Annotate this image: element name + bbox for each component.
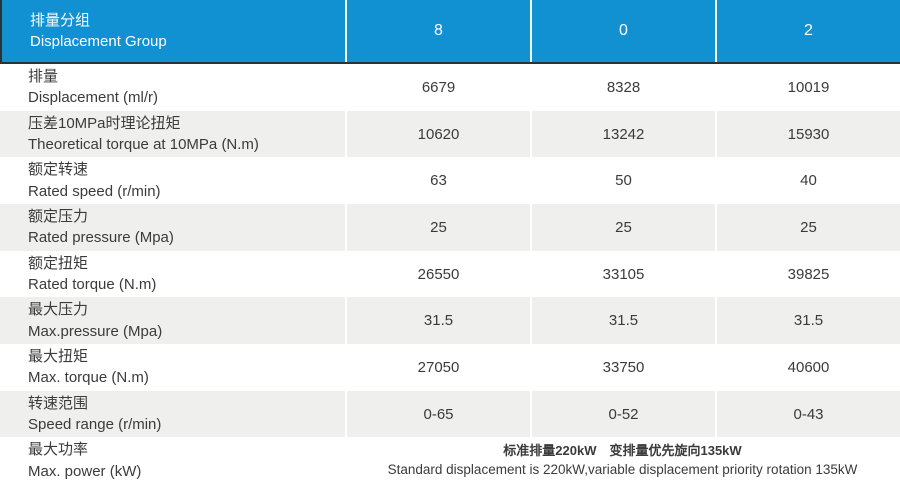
row-label-cell: 排量 Displacement (ml/r) [0,64,345,111]
value-cell: 10019 [715,64,900,111]
value-cell: 31.5 [530,297,715,345]
row-label-zh: 转速范围 [28,394,89,412]
row-label-en: Rated pressure (Mpa) [28,229,174,247]
header-label-cell: 排量分组 Displacement Group [2,0,345,62]
row-label-cell: 额定压力 Rated pressure (Mpa) [0,204,345,251]
value-cell: 33105 [530,250,715,298]
max-power-note-zh: 标准排量220kW 变排量优先旋向135kW [503,442,742,458]
row-label-en: Rated torque (N.m) [28,276,157,294]
row-label-zh: 额定转速 [28,161,89,179]
value-cell: 0-65 [345,390,530,438]
row-label-en: Rated speed (r/min) [28,182,161,200]
row-label-cell: 最大扭矩 Max. torque (N.m) [0,344,345,391]
value-cell: 39825 [715,250,900,298]
row-label-en: Max.pressure (Mpa) [28,322,163,340]
value-cell: 31.5 [715,297,900,345]
table-header-row: 排量分组 Displacement Group 8 0 2 [0,0,900,64]
value-cell: 0-52 [530,390,715,438]
row-label-en: Speed range (r/min) [28,416,162,434]
row-label-zh: 排量 [28,68,59,86]
value-cell: 33750 [530,344,715,391]
table-row-speed-range: 转速范围 Speed range (r/min) 0-65 0-52 0-43 [0,390,900,438]
row-label-en: Max. torque (N.m) [28,369,149,387]
row-label-cell: 转速范围 Speed range (r/min) [0,391,345,438]
table-row-rated-pressure: 额定压力 Rated pressure (Mpa) 25 25 25 [0,204,900,251]
value-cell: 0-43 [715,390,900,438]
row-label-cell: 额定扭矩 Rated torque (N.m) [0,251,345,298]
max-power-note-en: Standard displacement is 220kW,variable … [387,462,858,478]
table-row-rated-speed: 额定转速 Rated speed (r/min) 63 50 40 [0,157,900,205]
row-label-zh: 额定扭矩 [28,254,89,272]
table-row-theoretical-torque: 压差10MPa时理论扭矩 Theoretical torque at 10MPa… [0,110,900,158]
header-label-zh: 排量分组 [30,11,91,29]
row-label-en: Theoretical torque at 10MPa (N.m) [28,136,259,153]
value-cell: 6679 [345,64,530,111]
value-cell: 10620 [345,110,530,158]
value-cell: 31.5 [345,297,530,345]
value-cell: 27050 [345,344,530,391]
table-row-max-torque: 最大扭矩 Max. torque (N.m) 27050 33750 40600 [0,344,900,391]
value-cell: 25 [345,204,530,251]
row-label-cell: 压差10MPa时理论扭矩 Theoretical torque at 10MPa… [0,111,345,158]
row-label-zh: 最大扭矩 [28,348,89,366]
row-label-zh: 最大压力 [28,301,89,319]
row-label-en: Displacement (ml/r) [28,89,159,107]
row-label-zh: 额定压力 [28,208,89,226]
table-row-rated-torque: 额定扭矩 Rated torque (N.m) 26550 33105 3982… [0,250,900,298]
value-cell: 40600 [715,344,900,391]
row-label-en: Max. power (kW) [28,462,142,480]
row-label-cell: 最大功率 Max. power (kW) [0,437,345,484]
value-cell: 15930 [715,110,900,158]
table-row-max-pressure: 最大压力 Max.pressure (Mpa) 31.5 31.5 31.5 [0,297,900,345]
row-label-cell: 额定转速 Rated speed (r/min) [0,157,345,204]
column-header-0: 0 [530,0,715,62]
column-header-8: 8 [345,0,530,62]
max-power-note-cell: 标准排量220kW 变排量优先旋向135kW Standard displace… [345,437,900,484]
value-cell: 25 [715,204,900,251]
column-header-2: 2 [715,0,900,62]
table-row-max-power: 最大功率 Max. power (kW) 标准排量220kW 变排量优先旋向13… [0,437,900,484]
value-cell: 8328 [530,64,715,111]
value-cell: 40 [715,157,900,205]
value-cell: 50 [530,157,715,205]
value-cell: 63 [345,157,530,205]
row-label-cell: 最大压力 Max.pressure (Mpa) [0,297,345,344]
row-label-zh: 最大功率 [28,441,89,459]
header-label-en: Displacement Group [30,33,167,50]
value-cell: 13242 [530,110,715,158]
table-row-displacement: 排量 Displacement (ml/r) 6679 8328 10019 [0,64,900,111]
value-cell: 26550 [345,250,530,298]
value-cell: 25 [530,204,715,251]
row-label-zh: 压差10MPa时理论扭矩 [28,114,181,132]
